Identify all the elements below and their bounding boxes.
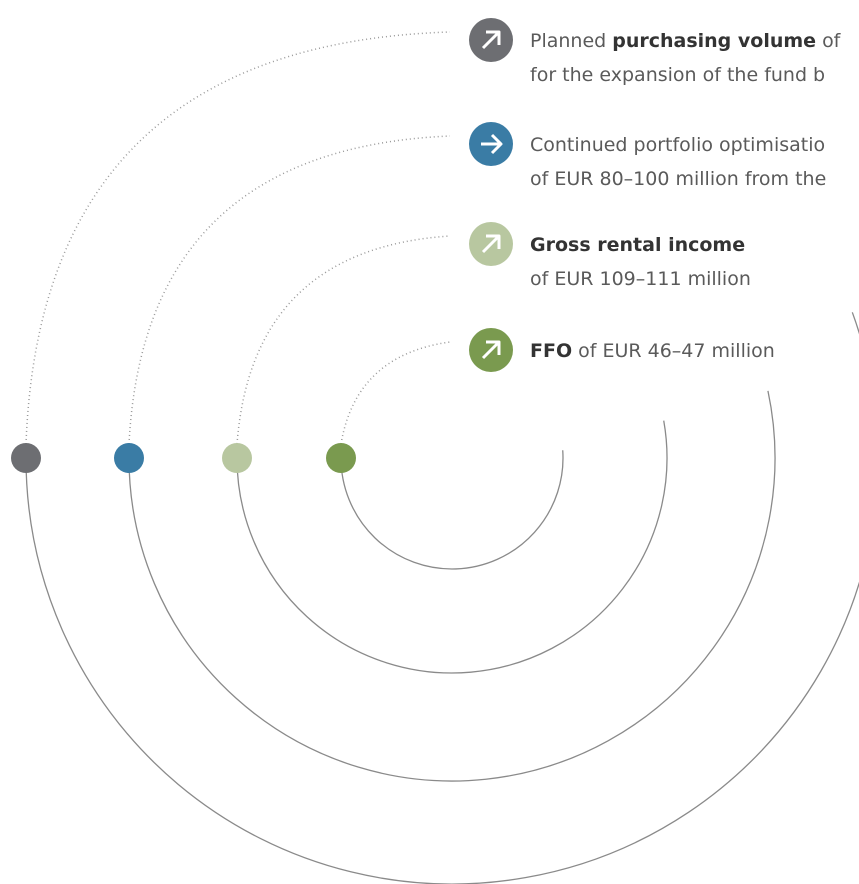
- item-text: Gross rental income: [530, 234, 745, 256]
- ring-arc: [25, 312, 859, 884]
- item-text: of EUR 80–100 million from the: [530, 168, 826, 190]
- ring-dot: [114, 443, 144, 473]
- text-run: purchasing volume: [612, 30, 816, 52]
- text-run: Gross rental income: [530, 234, 745, 256]
- item-text: Planned purchasing volume of: [530, 30, 842, 52]
- arrow-glyph: [481, 340, 501, 360]
- text-run: FFO: [530, 340, 572, 362]
- text-run: of EUR 109–111 million: [530, 268, 751, 290]
- ring-dot: [222, 443, 252, 473]
- text-run: of EUR 46–47 million: [578, 340, 775, 362]
- arrow-glyph: [481, 133, 503, 155]
- text-run: Continued portfolio optimisatio: [530, 134, 825, 156]
- text-run: of: [822, 30, 842, 52]
- text-run: Planned: [530, 30, 606, 52]
- text-run: for the expansion of the fund b: [530, 64, 825, 86]
- ring-arc: [236, 420, 668, 674]
- item-text: for the expansion of the fund b: [530, 64, 825, 86]
- arrow-glyph: [481, 234, 501, 254]
- ring-dot: [11, 443, 41, 473]
- item-text: FFO of EUR 46–47 million: [530, 340, 775, 362]
- ring-arc: [128, 390, 776, 782]
- dotted-connector: [340, 341, 451, 445]
- text-run: of EUR 80–100 million from the: [530, 168, 826, 190]
- dotted-connector: [25, 31, 451, 445]
- ring-arc: [340, 450, 564, 570]
- arrow-glyph: [481, 30, 501, 50]
- item-text: Continued portfolio optimisatio: [530, 134, 825, 156]
- dotted-connector: [128, 135, 451, 445]
- dotted-connector: [236, 235, 451, 445]
- item-text: of EUR 109–111 million: [530, 268, 751, 290]
- ring-dot: [326, 443, 356, 473]
